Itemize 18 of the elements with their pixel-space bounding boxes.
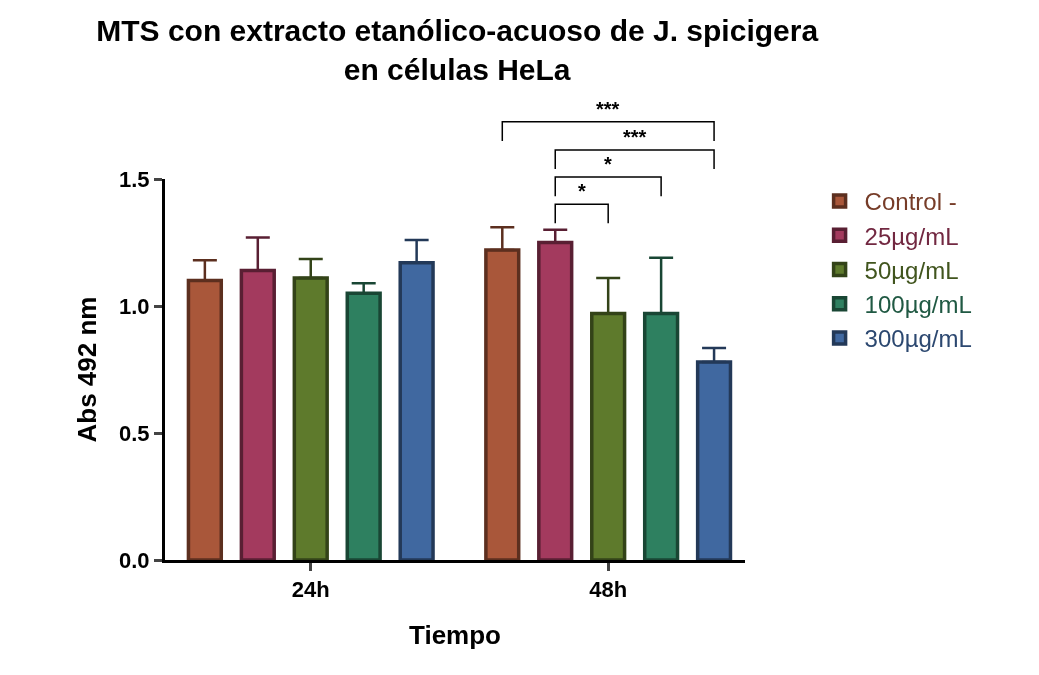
text: ***	[623, 126, 647, 148]
y-tick-label: 1.0	[119, 293, 150, 319]
legend-label: 300µg/mL	[864, 325, 972, 353]
text: *	[604, 153, 612, 175]
legend-label: Control -	[864, 188, 957, 216]
x-axis-title: Tiempo	[409, 620, 501, 651]
y-tick-label: 0.5	[119, 420, 150, 446]
x-tick-label: 48h	[589, 577, 628, 603]
y-tick-label: 0.0	[119, 547, 150, 573]
y-tick-label: 1.5	[119, 166, 150, 192]
legend-label: 50µg/mL	[864, 256, 959, 284]
legend-label: 100µg/mL	[864, 291, 972, 319]
chart-title: MTS con extracto etanólico-acuoso de J. spicigera en células HeLa	[96, 13, 819, 86]
annotation: *	[578, 180, 586, 202]
legend-label: 25µg/mL	[864, 222, 959, 250]
x-tick-label: 24h	[291, 577, 330, 603]
text: ***	[596, 98, 620, 120]
y-axis-title: Abs 492 nm	[72, 296, 103, 443]
